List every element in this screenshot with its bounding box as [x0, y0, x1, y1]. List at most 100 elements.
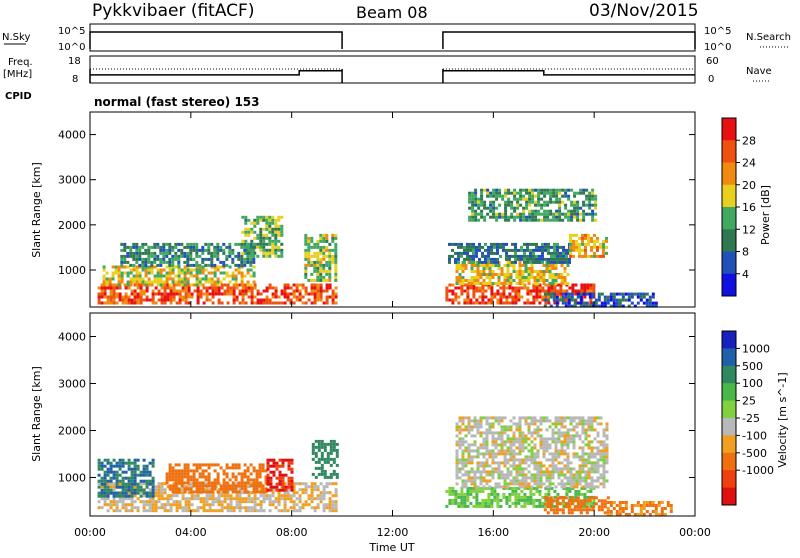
heatmap-cell	[504, 188, 508, 192]
heatmap-cell	[573, 191, 577, 195]
heatmap-cell	[575, 485, 579, 489]
heatmap-cell	[572, 419, 576, 423]
heatmap-cell	[461, 270, 465, 273]
heatmap-cell	[591, 496, 595, 500]
heatmap-cell	[171, 277, 175, 281]
heatmap-cell	[561, 496, 565, 500]
heatmap-cell	[277, 239, 281, 243]
heatmap-cell	[609, 504, 613, 507]
heatmap-cell	[566, 455, 570, 459]
heatmap-cell	[316, 506, 320, 510]
heatmap-cell	[466, 301, 470, 305]
heatmap-cell	[496, 501, 500, 505]
heatmap-cell	[262, 236, 266, 240]
heatmap-cell	[470, 461, 474, 465]
heatmap-cell	[135, 254, 139, 258]
heatmap-cell	[213, 251, 217, 255]
heatmap-cell	[587, 419, 591, 423]
heatmap-cell	[177, 277, 181, 281]
heatmap-cell	[243, 463, 247, 467]
heatmap-cell	[466, 257, 469, 261]
heatmap-cell	[588, 200, 592, 204]
heatmap-cell	[618, 513, 622, 516]
heatmap-cell	[535, 248, 538, 252]
heatmap-cell	[112, 298, 116, 302]
heatmap-cell	[307, 257, 311, 261]
heatmap-cell	[563, 443, 567, 447]
heatmap-cell	[335, 472, 339, 476]
heatmap-cell	[552, 191, 556, 195]
heatmap-cell	[457, 251, 460, 255]
heatmap-cell	[325, 503, 329, 507]
heatmap-cell	[247, 500, 251, 504]
heatmap-cell	[124, 301, 128, 305]
heatmap-cell	[466, 292, 470, 296]
heatmap-cell	[555, 511, 559, 515]
heatmap-cell	[313, 278, 317, 282]
heatmap-cell	[292, 509, 296, 513]
heatmap-cell	[550, 245, 553, 249]
heatmap-cell	[244, 218, 248, 222]
heatmap-cell	[536, 273, 540, 276]
heatmap-cell	[329, 463, 333, 467]
heatmap-cell	[594, 502, 598, 506]
heatmap-cell	[479, 464, 483, 468]
heatmap-cell	[201, 248, 205, 252]
heatmap-cell	[485, 419, 489, 423]
heatmap-cell	[205, 509, 209, 513]
heatmap-cell	[183, 487, 187, 491]
heatmap-cell	[464, 485, 468, 489]
heatmap-cell	[186, 280, 190, 284]
heatmap-cell	[244, 245, 248, 249]
heatmap-cell	[247, 286, 251, 290]
heatmap-cell	[512, 452, 516, 456]
heatmap-cell	[328, 272, 332, 276]
heatmap-cell	[494, 467, 498, 471]
heatmap-cell	[585, 304, 589, 308]
heatmap-cell	[115, 473, 119, 477]
heatmap-cell	[159, 245, 163, 249]
heatmap-cell	[97, 461, 101, 465]
heatmap-cell	[572, 245, 575, 249]
heatmap-cell	[605, 251, 608, 255]
heatmap-cell	[141, 265, 145, 269]
heatmap-cell	[596, 464, 600, 468]
heatmap-cell	[532, 242, 535, 246]
heatmap-cell	[328, 497, 332, 501]
heatmap-cell	[596, 485, 600, 489]
heatmap-cell	[495, 215, 499, 219]
heatmap-cell	[470, 467, 474, 471]
heatmap-cell	[171, 263, 175, 267]
heatmap-cell	[542, 482, 546, 486]
heatmap-cell	[177, 481, 181, 485]
heatmap-cell	[551, 473, 555, 477]
heatmap-cell	[241, 500, 245, 504]
heatmap-cell	[133, 467, 137, 471]
heatmap-cell	[448, 260, 451, 264]
heatmap-cell	[536, 434, 540, 438]
heatmap-cell	[255, 469, 259, 473]
heatmap-cell	[540, 206, 544, 210]
heatmap-cell	[578, 467, 582, 471]
heatmap-cell	[112, 295, 116, 299]
heatmap-cell	[148, 461, 152, 465]
heatmap-cell	[551, 470, 555, 474]
heatmap-cell	[529, 289, 533, 293]
heatmap-cell	[554, 422, 558, 426]
heatmap-cell	[543, 191, 547, 195]
heatmap-cell	[602, 446, 606, 450]
heatmap-cell	[550, 486, 554, 490]
heatmap-cell	[569, 482, 573, 486]
heatmap-cell	[571, 289, 575, 293]
heatmap-cell	[292, 500, 296, 504]
heatmap-cell	[636, 513, 640, 516]
heatmap-cell	[468, 197, 472, 201]
heatmap-cell	[487, 495, 491, 499]
heatmap-cell	[530, 461, 534, 465]
heatmap-cell	[186, 242, 190, 246]
heatmap-cell	[458, 273, 462, 276]
heatmap-cell	[162, 245, 166, 249]
heatmap-cell	[142, 289, 146, 293]
heatmap-cell	[512, 267, 516, 270]
heatmap-cell	[554, 443, 558, 447]
